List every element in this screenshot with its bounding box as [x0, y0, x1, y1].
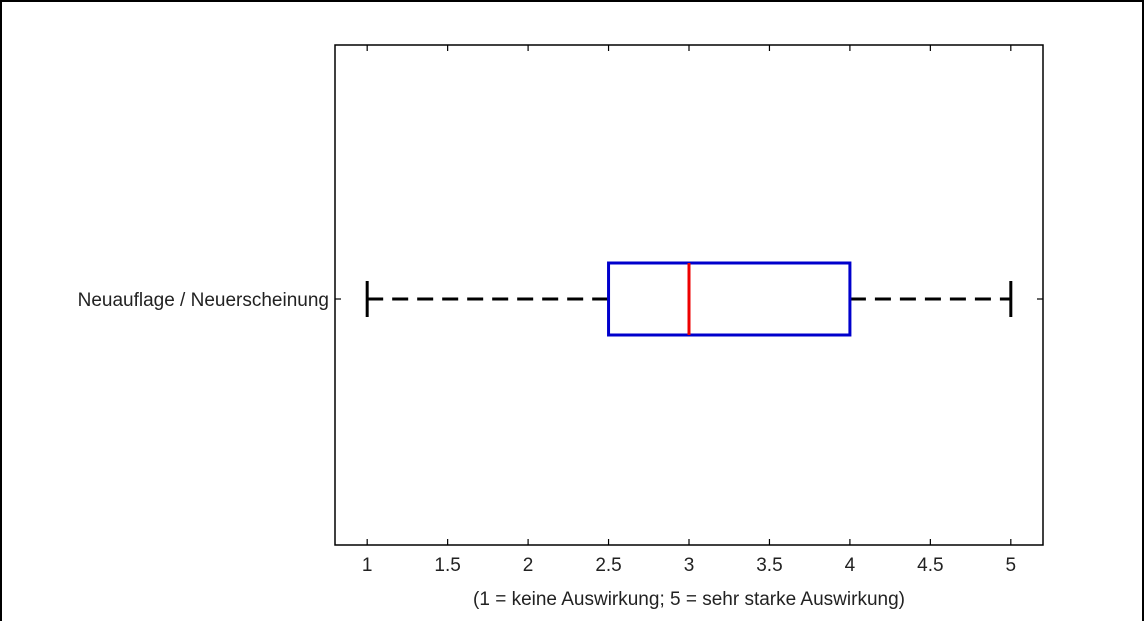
x-tick-labels: 1 1.5 2 2.5 3 3.5 4 4.5 5: [362, 555, 1016, 576]
x-tick-label: 3.5: [756, 555, 782, 576]
tick-marks: [335, 45, 1043, 545]
x-axis-label: (1 = keine Auswirkung; 5 = sehr starke A…: [473, 589, 905, 610]
x-tick-label: 2.5: [595, 555, 621, 576]
y-category-labels: Neuauflage / Neuerscheinung: [78, 290, 329, 311]
x-tick-label: 4.5: [917, 555, 943, 576]
y-category-label: Neuauflage / Neuerscheinung: [78, 290, 329, 311]
x-tick-label: 4: [845, 555, 856, 576]
box-layer: [365, 261, 1013, 337]
x-tick-label: 2: [523, 555, 534, 576]
x-tick-label: 1: [362, 555, 373, 576]
x-tick-label: 3: [684, 555, 695, 576]
x-tick-label: 1.5: [434, 555, 460, 576]
x-tick-label: 5: [1006, 555, 1017, 576]
iqr-box: [607, 261, 852, 337]
